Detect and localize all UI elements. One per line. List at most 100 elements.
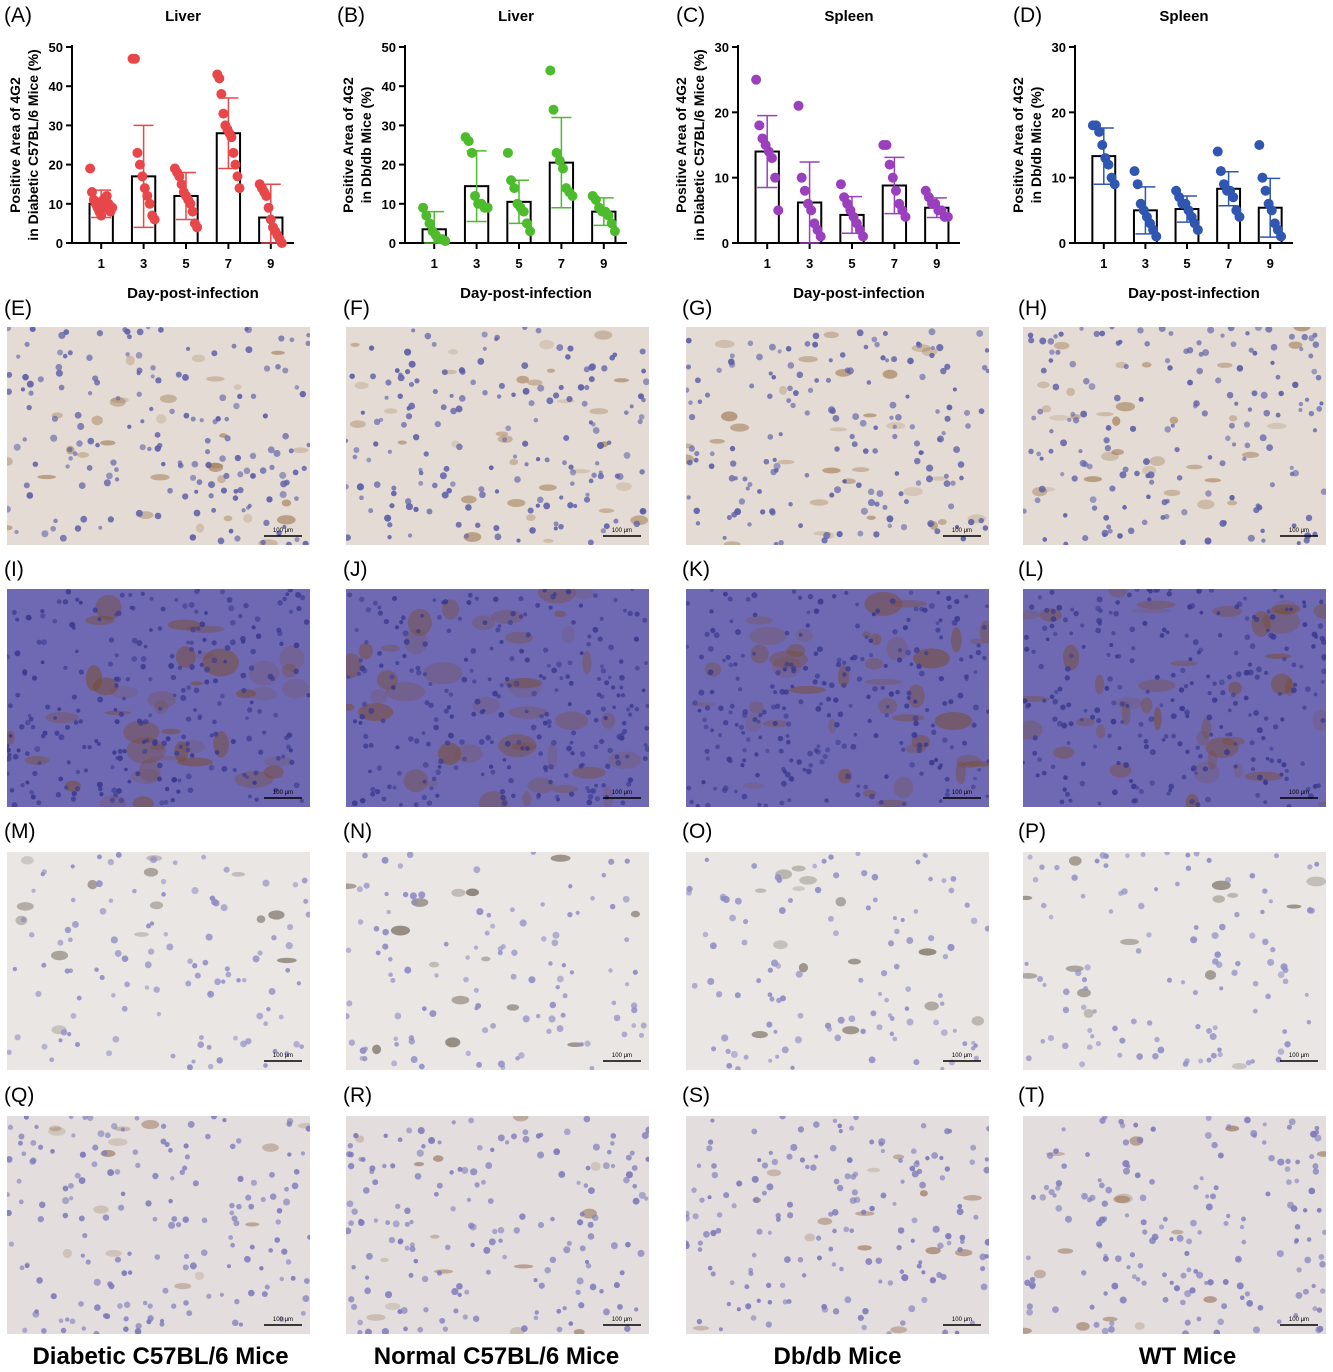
micrograph-tile: 100 μm (7, 852, 310, 1070)
cell-nucleus (916, 1263, 922, 1269)
cell-nucleus (67, 350, 73, 356)
cell-nucleus (587, 1233, 595, 1240)
cell-nucleus (7, 388, 12, 395)
cell-nucleus (307, 1234, 310, 1240)
cell-nucleus (486, 912, 492, 918)
cell-nucleus (62, 599, 69, 605)
cell-nucleus (254, 616, 261, 622)
cell-nucleus (790, 402, 796, 409)
cell-nucleus (369, 1165, 376, 1172)
scale-bar-label: 100 μm (1289, 528, 1309, 534)
cell-nucleus (160, 606, 166, 612)
cell-nucleus (955, 524, 960, 529)
cell-nucleus (208, 764, 215, 771)
cell-nucleus (892, 433, 898, 440)
cell-nucleus (624, 858, 630, 864)
cell-nucleus (208, 481, 216, 489)
cell-nucleus (211, 640, 217, 646)
cell-nucleus (482, 346, 487, 351)
cell-nucleus (1055, 1180, 1063, 1187)
cell-nucleus (1111, 631, 1116, 636)
cell-nucleus (1224, 749, 1230, 756)
cell-nucleus (568, 464, 574, 470)
cell-nucleus (58, 331, 66, 340)
cell-nucleus (145, 1200, 152, 1207)
scale-bar-label: 100 μm (612, 1053, 632, 1059)
cell-nucleus (1295, 1159, 1300, 1165)
cell-nucleus (206, 1044, 212, 1050)
cell-nucleus (276, 530, 282, 536)
cell-nucleus (149, 856, 157, 864)
cell-nucleus (1315, 374, 1322, 381)
cell-nucleus (421, 794, 427, 801)
cell-nucleus (771, 1158, 779, 1166)
cell-nucleus (1046, 1152, 1054, 1159)
cell-nucleus (451, 1287, 459, 1296)
cell-nucleus (1093, 330, 1100, 337)
cell-nucleus (174, 750, 180, 756)
cell-nucleus (909, 762, 915, 768)
cell-nucleus (193, 687, 200, 694)
data-point (554, 155, 565, 166)
cell-nucleus (525, 632, 531, 638)
cell-nucleus (734, 992, 741, 999)
cell-nucleus (117, 1204, 125, 1211)
cell-nucleus (492, 596, 499, 603)
stain-patch (1201, 717, 1212, 739)
stain-patch (876, 799, 909, 807)
cell-nucleus (1052, 383, 1060, 391)
cell-nucleus (908, 590, 914, 595)
cell-nucleus (154, 1254, 161, 1260)
cell-nucleus (224, 435, 231, 442)
cell-nucleus (610, 1141, 615, 1146)
cell-nucleus (240, 672, 247, 679)
cell-nucleus (52, 619, 58, 624)
cell-nucleus (900, 917, 905, 923)
cell-nucleus (449, 1170, 454, 1175)
cell-nucleus (1067, 417, 1072, 423)
cell-nucleus (1114, 1255, 1122, 1262)
cell-nucleus (189, 534, 197, 541)
cell-nucleus (624, 937, 630, 943)
cell-nucleus (591, 1214, 599, 1221)
cell-nucleus (422, 762, 429, 768)
tissue-image: 100 μm (7, 589, 310, 807)
cell-nucleus (775, 1054, 780, 1059)
cell-nucleus (812, 1121, 820, 1128)
cell-nucleus (889, 598, 896, 605)
cell-nucleus (176, 789, 181, 794)
y-tick-label: 10 (49, 197, 63, 212)
cell-nucleus (1098, 1182, 1105, 1189)
stain-patch (1041, 405, 1052, 413)
cell-nucleus (478, 739, 485, 745)
stain-patch (1317, 802, 1326, 807)
cell-nucleus (736, 1180, 743, 1187)
cell-nucleus (1236, 364, 1244, 372)
cell-nucleus (490, 1147, 495, 1153)
cell-nucleus (271, 935, 277, 941)
stain-patch (448, 349, 459, 355)
stain-patch (370, 689, 388, 705)
cell-nucleus (293, 1041, 300, 1048)
cell-nucleus (255, 633, 262, 639)
cell-nucleus (985, 604, 989, 609)
cell-nucleus (112, 750, 117, 755)
cell-nucleus (245, 1194, 252, 1201)
cell-nucleus (418, 1063, 425, 1070)
cell-nucleus (600, 664, 604, 669)
cell-nucleus (1285, 1158, 1291, 1164)
cell-nucleus (362, 1187, 370, 1194)
stain-patch (1231, 1063, 1247, 1070)
stain-patch (572, 766, 606, 779)
cell-nucleus (631, 1007, 638, 1014)
cell-nucleus (123, 1301, 131, 1308)
cell-nucleus (1319, 1261, 1326, 1268)
cell-nucleus (908, 1305, 916, 1313)
cell-nucleus (1221, 1303, 1228, 1310)
cell-nucleus (384, 395, 389, 400)
cell-nucleus (301, 877, 308, 884)
cell-nucleus (40, 608, 45, 614)
cell-nucleus (1039, 864, 1045, 870)
cell-nucleus (80, 1253, 85, 1258)
cell-nucleus (75, 1042, 80, 1047)
